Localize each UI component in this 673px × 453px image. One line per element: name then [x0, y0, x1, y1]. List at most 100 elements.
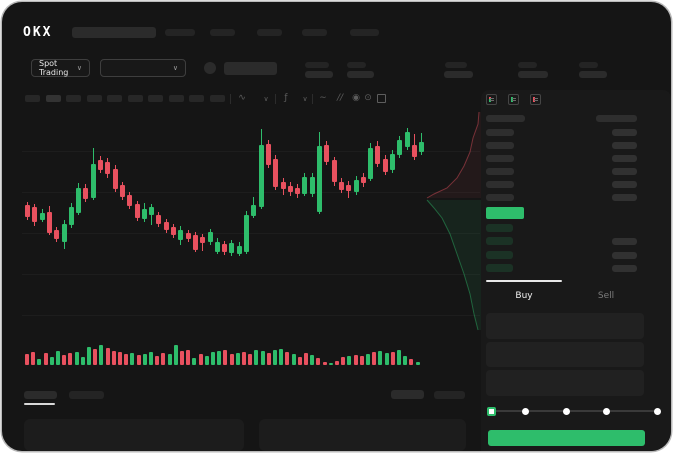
pair-selector-dropdown[interactable]: ∨	[100, 59, 186, 77]
volume-bar	[192, 358, 197, 365]
volume-bar	[390, 352, 395, 365]
candle-body	[200, 237, 206, 243]
candle-wick	[406, 128, 408, 150]
candle-body	[98, 160, 103, 170]
candle-body	[134, 204, 140, 218]
timeframe-button-skeleton[interactable]	[45, 95, 61, 102]
ask-amount-skeleton	[612, 142, 637, 149]
timeframe-button-skeleton[interactable]	[86, 95, 102, 102]
slider-handle[interactable]	[486, 406, 496, 416]
fullscreen-icon[interactable]	[377, 94, 386, 103]
stat-label-skeleton	[347, 62, 366, 68]
candle-wick	[275, 155, 277, 190]
price-skeleton	[224, 62, 277, 75]
tab-sell[interactable]: Sell	[597, 291, 615, 301]
bid-amount-skeleton	[612, 265, 637, 273]
candle-body	[302, 177, 308, 194]
volume-bar	[37, 359, 42, 365]
candle-body	[390, 154, 395, 170]
candle-wick	[165, 219, 167, 233]
candle-wick	[107, 158, 109, 178]
total-input[interactable]	[486, 370, 644, 396]
candle-wick	[92, 148, 94, 200]
bottom-tab-history[interactable]	[69, 391, 104, 399]
bottom-panel-right	[259, 419, 466, 451]
candle-body	[141, 209, 147, 219]
ask-price-skeleton	[486, 181, 514, 188]
orderbook-view-bids-icon[interactable]	[508, 94, 519, 105]
nav-item-skeleton[interactable]	[210, 29, 235, 36]
timeframe-button-skeleton[interactable]	[107, 95, 122, 102]
volume-bar	[204, 356, 209, 365]
nav-item-skeleton[interactable]	[302, 29, 327, 36]
timeframe-button-skeleton[interactable]	[66, 95, 81, 102]
candle-wick	[413, 134, 415, 160]
bid-amount-skeleton	[612, 251, 637, 259]
timeframe-button-skeleton[interactable]	[127, 95, 143, 102]
volume-bar	[167, 354, 172, 365]
indicators-icon[interactable]: ƒ	[284, 93, 288, 103]
volume-bar	[415, 362, 420, 365]
slider-stop-dot[interactable]	[522, 407, 530, 415]
chart-style-icon[interactable]: ∿	[238, 93, 246, 103]
slider-stop-dot[interactable]	[602, 407, 610, 415]
candle-wick	[121, 182, 123, 200]
indicators-chevron-icon[interactable]: ∨	[302, 95, 308, 103]
bottom-action-skeleton[interactable]	[391, 390, 424, 399]
candle-wick	[392, 150, 393, 173]
timeframe-button-skeleton[interactable]	[25, 95, 40, 102]
candle-body	[119, 185, 125, 197]
nav-item-skeleton[interactable]	[257, 29, 282, 36]
bid-price-skeleton	[486, 237, 513, 246]
slider-stop-dot[interactable]	[653, 407, 661, 415]
candle-body	[265, 144, 271, 165]
orderbook-view-asks-icon[interactable]	[530, 94, 541, 105]
ask-price-skeleton	[486, 194, 514, 201]
timeframe-button-skeleton[interactable]	[209, 95, 225, 102]
nav-item-skeleton[interactable]	[350, 29, 379, 36]
camera-icon[interactable]: ◉	[352, 93, 360, 103]
buy-submit-button[interactable]	[488, 430, 645, 446]
volume-bar	[248, 354, 253, 365]
chart-style-chevron-icon[interactable]: ∨	[263, 95, 269, 103]
bottom-tab-orders[interactable]	[24, 391, 57, 399]
candle-wick	[260, 129, 262, 209]
candle-wick	[194, 232, 196, 252]
draw-tool-icon[interactable]: //	[336, 93, 344, 103]
ask-price-skeleton	[486, 155, 514, 162]
candle-body	[353, 180, 359, 192]
volume-bar	[304, 353, 308, 365]
volume-bar	[43, 353, 48, 365]
amount-slider-track[interactable]	[491, 410, 657, 412]
orderbook-view-all-icon[interactable]	[486, 94, 497, 105]
candle-body	[251, 205, 257, 216]
timeframe-button-skeleton[interactable]	[189, 95, 204, 102]
market-type-dropdown[interactable]: Spot Trading ∨	[31, 59, 90, 77]
ask-price-skeleton	[486, 168, 514, 175]
timer-icon[interactable]: ⊙	[364, 93, 372, 103]
timeframe-button-skeleton[interactable]	[168, 95, 184, 102]
slider-stop-dot[interactable]	[563, 407, 571, 415]
volume-bar	[118, 352, 122, 365]
volume-bar	[341, 357, 346, 365]
stat-value-skeleton	[444, 71, 473, 78]
candle-body	[171, 227, 176, 235]
nav-item-skeleton[interactable]	[165, 29, 195, 36]
price-input[interactable]	[486, 313, 644, 339]
line-tool-icon[interactable]: ∼	[319, 93, 327, 103]
candle-body	[346, 185, 352, 191]
candle-body	[76, 188, 82, 213]
amount-input[interactable]	[486, 342, 644, 367]
volume-bar	[409, 359, 414, 365]
tab-buy[interactable]: Buy	[515, 291, 533, 301]
bottom-action-skeleton[interactable]	[434, 391, 465, 399]
volume-bar	[149, 352, 153, 365]
timeframe-button-skeleton[interactable]	[148, 95, 163, 102]
stat-value-skeleton	[347, 71, 374, 78]
candle-wick	[143, 203, 145, 222]
candle-body	[207, 232, 213, 242]
candle-wick	[158, 212, 160, 227]
ask-amount-skeleton	[612, 181, 637, 188]
candle-wick	[267, 140, 269, 168]
